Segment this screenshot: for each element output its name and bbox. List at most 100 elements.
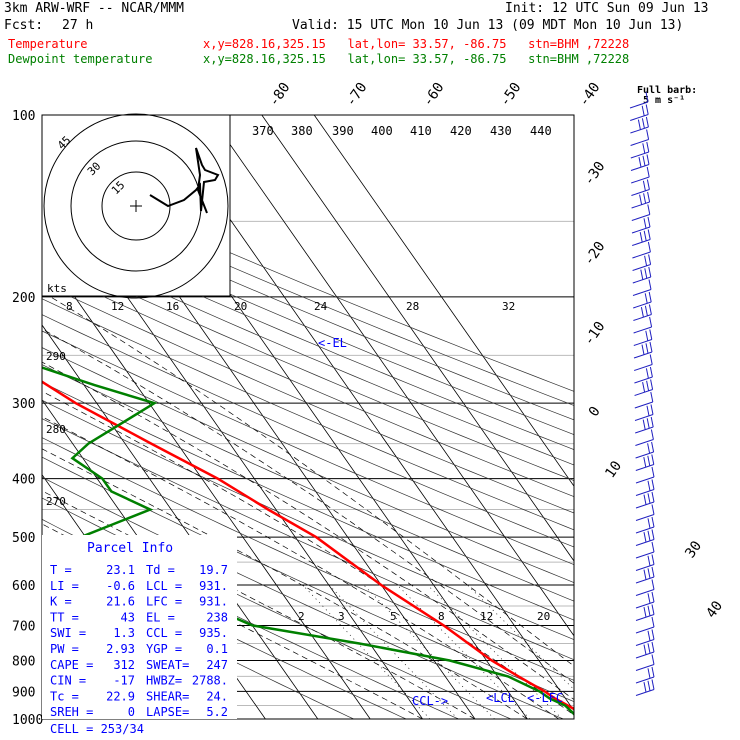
wind-barb-flag <box>647 455 651 466</box>
wind-barb-flag <box>641 118 645 129</box>
wind-barb <box>633 291 652 309</box>
wind-barb-flag <box>647 530 651 541</box>
wind-barb-flag <box>651 566 655 578</box>
wind-barb <box>632 229 651 246</box>
parcel-info-row: SWI = 1.3 CCL = 935. <box>50 626 228 640</box>
wind-barb-shaft <box>633 339 652 346</box>
wind-barb <box>630 116 649 134</box>
pressure-tick-label: 900 <box>12 685 35 700</box>
wind-barb-shaft <box>631 226 651 234</box>
isotherm-label: 30 <box>682 538 705 561</box>
theta-tick-label: 420 <box>450 124 472 138</box>
wind-barb-flag <box>638 157 642 168</box>
wind-barb-flag <box>646 380 650 391</box>
wind-barb <box>635 616 655 634</box>
hodograph-speed-tick: 24 <box>314 300 328 313</box>
parcel-info-value: 1.3 <box>113 626 135 640</box>
wind-barb-shaft <box>635 439 654 446</box>
wind-barb-flag <box>648 266 652 278</box>
pressure-tick-label: 600 <box>12 579 35 594</box>
moist-adiabat <box>42 523 423 719</box>
wind-barb <box>631 191 651 209</box>
parcel-info-key: HWBZ= <box>146 674 182 688</box>
temperature-line <box>42 380 574 711</box>
wind-barb <box>631 204 651 221</box>
theta-tick-label: 410 <box>410 124 432 138</box>
parcel-info-key: SHEAR= <box>146 689 189 703</box>
parcel-cell-info: CELL = 253/34 <box>50 722 144 736</box>
parcel-info-key: CAPE = <box>50 658 93 672</box>
pressure-tick-label: 700 <box>12 619 35 634</box>
parcel-info-key: SWI = <box>50 626 86 640</box>
wind-barb <box>631 179 650 196</box>
wind-barb-flag <box>649 329 653 340</box>
forecast-label: Fcst: <box>4 18 44 33</box>
parcel-info-key: EL = <box>146 610 175 624</box>
hodograph-speed-tick: 32 <box>502 300 515 313</box>
wind-barb-flag <box>643 494 647 505</box>
wind-barb-flag <box>647 241 651 253</box>
parcel-info-row: TT = 43 EL = 238 <box>50 610 228 624</box>
wind-barb-flag <box>647 229 651 240</box>
wind-barb <box>634 366 653 384</box>
wind-barb-flag <box>643 682 647 693</box>
parcel-info-value: 238 <box>206 610 228 624</box>
parcel-info-row: CAPE = 312 SWEAT= 247 <box>50 658 228 672</box>
wind-barb <box>631 216 651 234</box>
wind-barb-shaft <box>635 514 655 521</box>
wind-barb-flag <box>647 593 651 604</box>
isotherm-line <box>313 115 574 487</box>
wind-barb <box>632 279 652 296</box>
wind-barb-flag <box>647 668 651 679</box>
parcel-info-row: CIN = -17 HWBZ= 2788. <box>50 674 228 688</box>
pressure-tick-label: 400 <box>12 473 35 488</box>
wind-barb-shaft <box>635 526 655 534</box>
wind-barb-flag <box>651 516 655 528</box>
wind-barb-flag <box>642 382 646 393</box>
wind-barb <box>630 154 650 171</box>
parcel-info-key: LAPSE= <box>146 705 189 719</box>
hodograph-speed-unit: kts <box>47 282 67 295</box>
wind-barb-flag <box>646 129 650 140</box>
hodograph-speed-tick: 20 <box>234 300 247 313</box>
wind-barb <box>631 166 650 184</box>
pressure-tick-label: 300 <box>12 397 35 412</box>
wind-barb <box>634 379 654 396</box>
wind-barb <box>635 629 655 646</box>
parcel-info-value: 5.2 <box>206 705 228 719</box>
wind-barb-shaft <box>630 139 649 146</box>
wind-barb-flag <box>651 454 655 465</box>
wind-barb <box>635 679 655 696</box>
barb-legend-units: 5 m s⁻¹ <box>643 95 685 106</box>
wind-barb-shaft <box>635 676 655 684</box>
parcel-info-value: 0 <box>128 705 135 719</box>
wind-barb-flag <box>647 630 651 641</box>
moist-adiabat <box>42 490 476 719</box>
isotherm-line <box>0 115 3 719</box>
wind-barb-shaft <box>632 289 652 296</box>
wind-barb-flag <box>651 466 655 478</box>
parcel-info-value: 247 <box>206 658 228 672</box>
model-title: 3km ARW-WRF -- NCAR/MMM <box>4 1 185 16</box>
wind-barb-shaft <box>631 214 650 221</box>
wind-barb-flag <box>651 491 655 503</box>
wind-barb-shaft <box>634 401 653 409</box>
dry-adiabat <box>42 252 574 481</box>
wind-barb-flag <box>645 116 649 128</box>
isotherm-label: 40 <box>703 598 726 621</box>
wind-barb <box>629 91 649 109</box>
dry-adiabat <box>42 314 574 548</box>
wind-barb-flag <box>643 644 647 655</box>
wind-barb-flag <box>651 479 655 490</box>
dry-adiabat <box>42 210 574 435</box>
wind-barb-flag <box>647 518 651 529</box>
dry-adiabat <box>42 282 574 514</box>
wind-barb-flag <box>644 255 648 266</box>
wind-barb-shaft <box>629 101 649 109</box>
parcel-info-row: LI = -0.6 LCL = 931. <box>50 579 228 593</box>
wind-barb-shaft <box>634 364 653 371</box>
wind-barb-flag <box>651 641 655 653</box>
wind-barb-flag <box>641 344 645 355</box>
